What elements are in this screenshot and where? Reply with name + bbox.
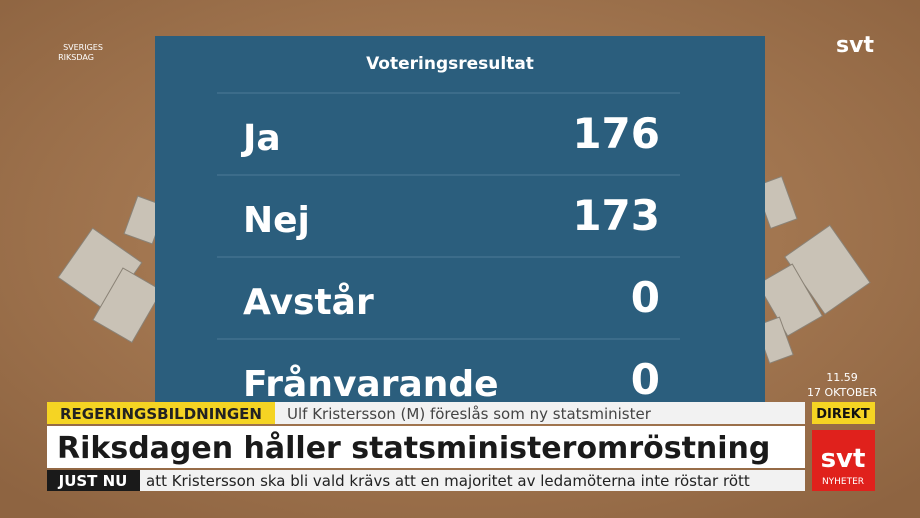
row-value: 0 [631,355,660,404]
live-text: DIREKT [816,407,870,422]
row-label: Nej [243,200,310,241]
brand-badge [812,430,875,491]
channel-logo: svt [836,33,874,58]
clock-time: 11.59 [826,371,858,384]
brand-sub: NYHETER [822,477,864,487]
riksdag-logo: SVERIGES [63,43,103,52]
brand: svt [821,444,866,474]
desk-seats [57,175,871,364]
panel-title: Voteringsresultat [366,54,534,74]
vote-panel [155,36,765,416]
ticker-bar [47,470,805,491]
row-value: 173 [572,191,660,240]
row-label: Frånvarande [243,364,499,405]
live-badge [812,402,875,424]
clock-date: 17 OKTOBER [807,386,877,399]
row-value: 0 [631,273,660,322]
ticker-label: JUST NU [58,472,128,490]
ticker-label-bar [47,470,140,491]
topic: REGERINGSBILDNINGEN [60,405,262,423]
topic-bar [47,402,275,424]
headline: Riksdagen håller statsministeromröstning [57,430,770,466]
riksdag-logo: RIKSDAG [58,53,94,62]
row-label: Ja [240,118,281,159]
row-label: Avstår [243,282,374,323]
ticker-text: att Kristersson ska bli vald krävs att e… [146,472,750,490]
subtitle: Ulf Kristersson (M) föreslås som ny stat… [287,405,652,423]
headline-bar [47,426,805,468]
row-value: 176 [572,109,660,158]
